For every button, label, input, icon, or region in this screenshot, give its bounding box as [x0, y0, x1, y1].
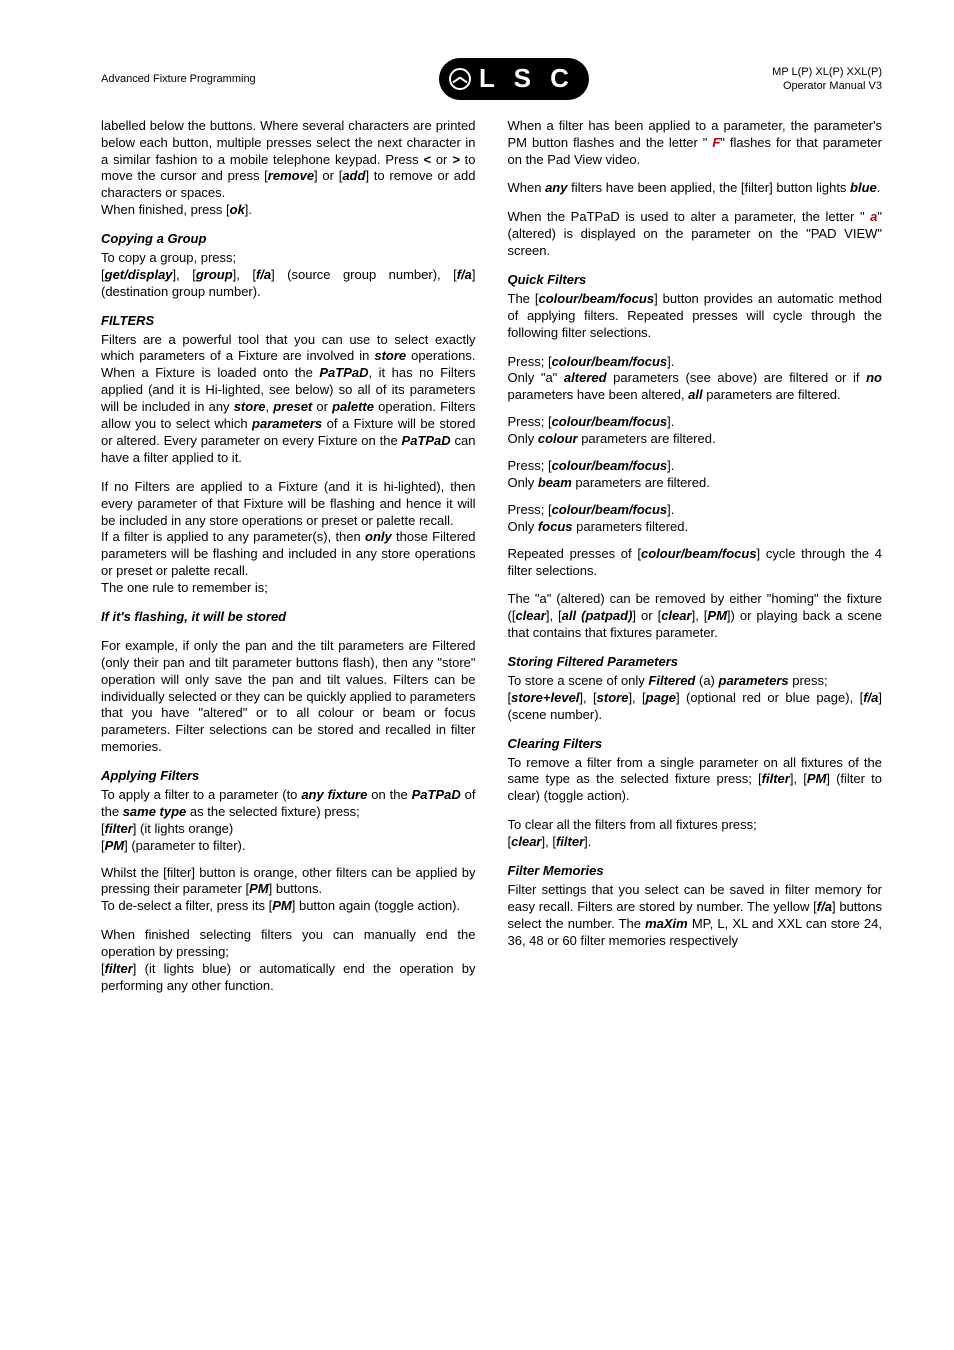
page-header: Advanced Fixture Programming L S C MP L(…	[101, 58, 882, 100]
para-clear-all: To clear all the filters from all fixtur…	[508, 817, 883, 851]
para-any-filters: When any filters have been applied, the …	[508, 180, 883, 197]
para-apply: To apply a filter to a parameter (to any…	[101, 787, 476, 855]
para-finish: When finished selecting filters you can …	[101, 927, 476, 995]
heading-apply-filters: Applying Filters	[101, 768, 476, 785]
body-columns: labelled below the buttons. Where severa…	[101, 118, 882, 995]
logo-icon	[449, 68, 471, 90]
para-intro: labelled below the buttons. Where severa…	[101, 118, 476, 219]
para-filters-1: Filters are a powerful tool that you can…	[101, 332, 476, 467]
qf-2: Press; [colour/beam/focus]. Only colour …	[508, 414, 883, 448]
para-whilst: Whilst the [filter] button is orange, ot…	[101, 865, 476, 916]
heading-quick-filters: Quick Filters	[508, 272, 883, 289]
qf-1: Press; [colour/beam/focus]. Only "a" alt…	[508, 354, 883, 405]
qf-3: Press; [colour/beam/focus]. Only beam pa…	[508, 458, 883, 492]
para-patpad-alter: When the PaTPaD is used to alter a param…	[508, 209, 883, 260]
para-filters-2: If no Filters are applied to a Fixture (…	[101, 479, 476, 597]
logo: L S C	[439, 58, 589, 100]
heading-filters: FILTERS	[101, 313, 476, 330]
para-filter-applied: When a filter has been applied to a para…	[508, 118, 883, 169]
para-quick-intro: The [colour/beam/focus] button provides …	[508, 291, 883, 342]
heading-copy-group: Copying a Group	[101, 231, 476, 248]
para-store-filtered: To store a scene of only Filtered (a) pa…	[508, 673, 883, 724]
header-left: Advanced Fixture Programming	[101, 72, 256, 86]
heading-store-filtered: Storing Filtered Parameters	[508, 654, 883, 671]
heading-filter-memories: Filter Memories	[508, 863, 883, 880]
qf-4: Press; [colour/beam/focus]. Only focus p…	[508, 502, 883, 536]
para-a-removed: The "a" (altered) can be removed by eith…	[508, 591, 883, 642]
para-clear-one: To remove a filter from a single paramet…	[508, 755, 883, 806]
logo-text: L S C	[479, 62, 575, 96]
filters-rule: If it's flashing, it will be stored	[101, 609, 476, 626]
heading-clear-filters: Clearing Filters	[508, 736, 883, 753]
para-filter-memories: Filter settings that you select can be s…	[508, 882, 883, 950]
para-filters-3: For example, if only the pan and the til…	[101, 638, 476, 756]
para-copy: To copy a group, press; [get/display], […	[101, 250, 476, 301]
para-repeat: Repeated presses of [colour/beam/focus] …	[508, 546, 883, 580]
header-right: MP L(P) XL(P) XXL(P) Operator Manual V3	[772, 65, 882, 94]
